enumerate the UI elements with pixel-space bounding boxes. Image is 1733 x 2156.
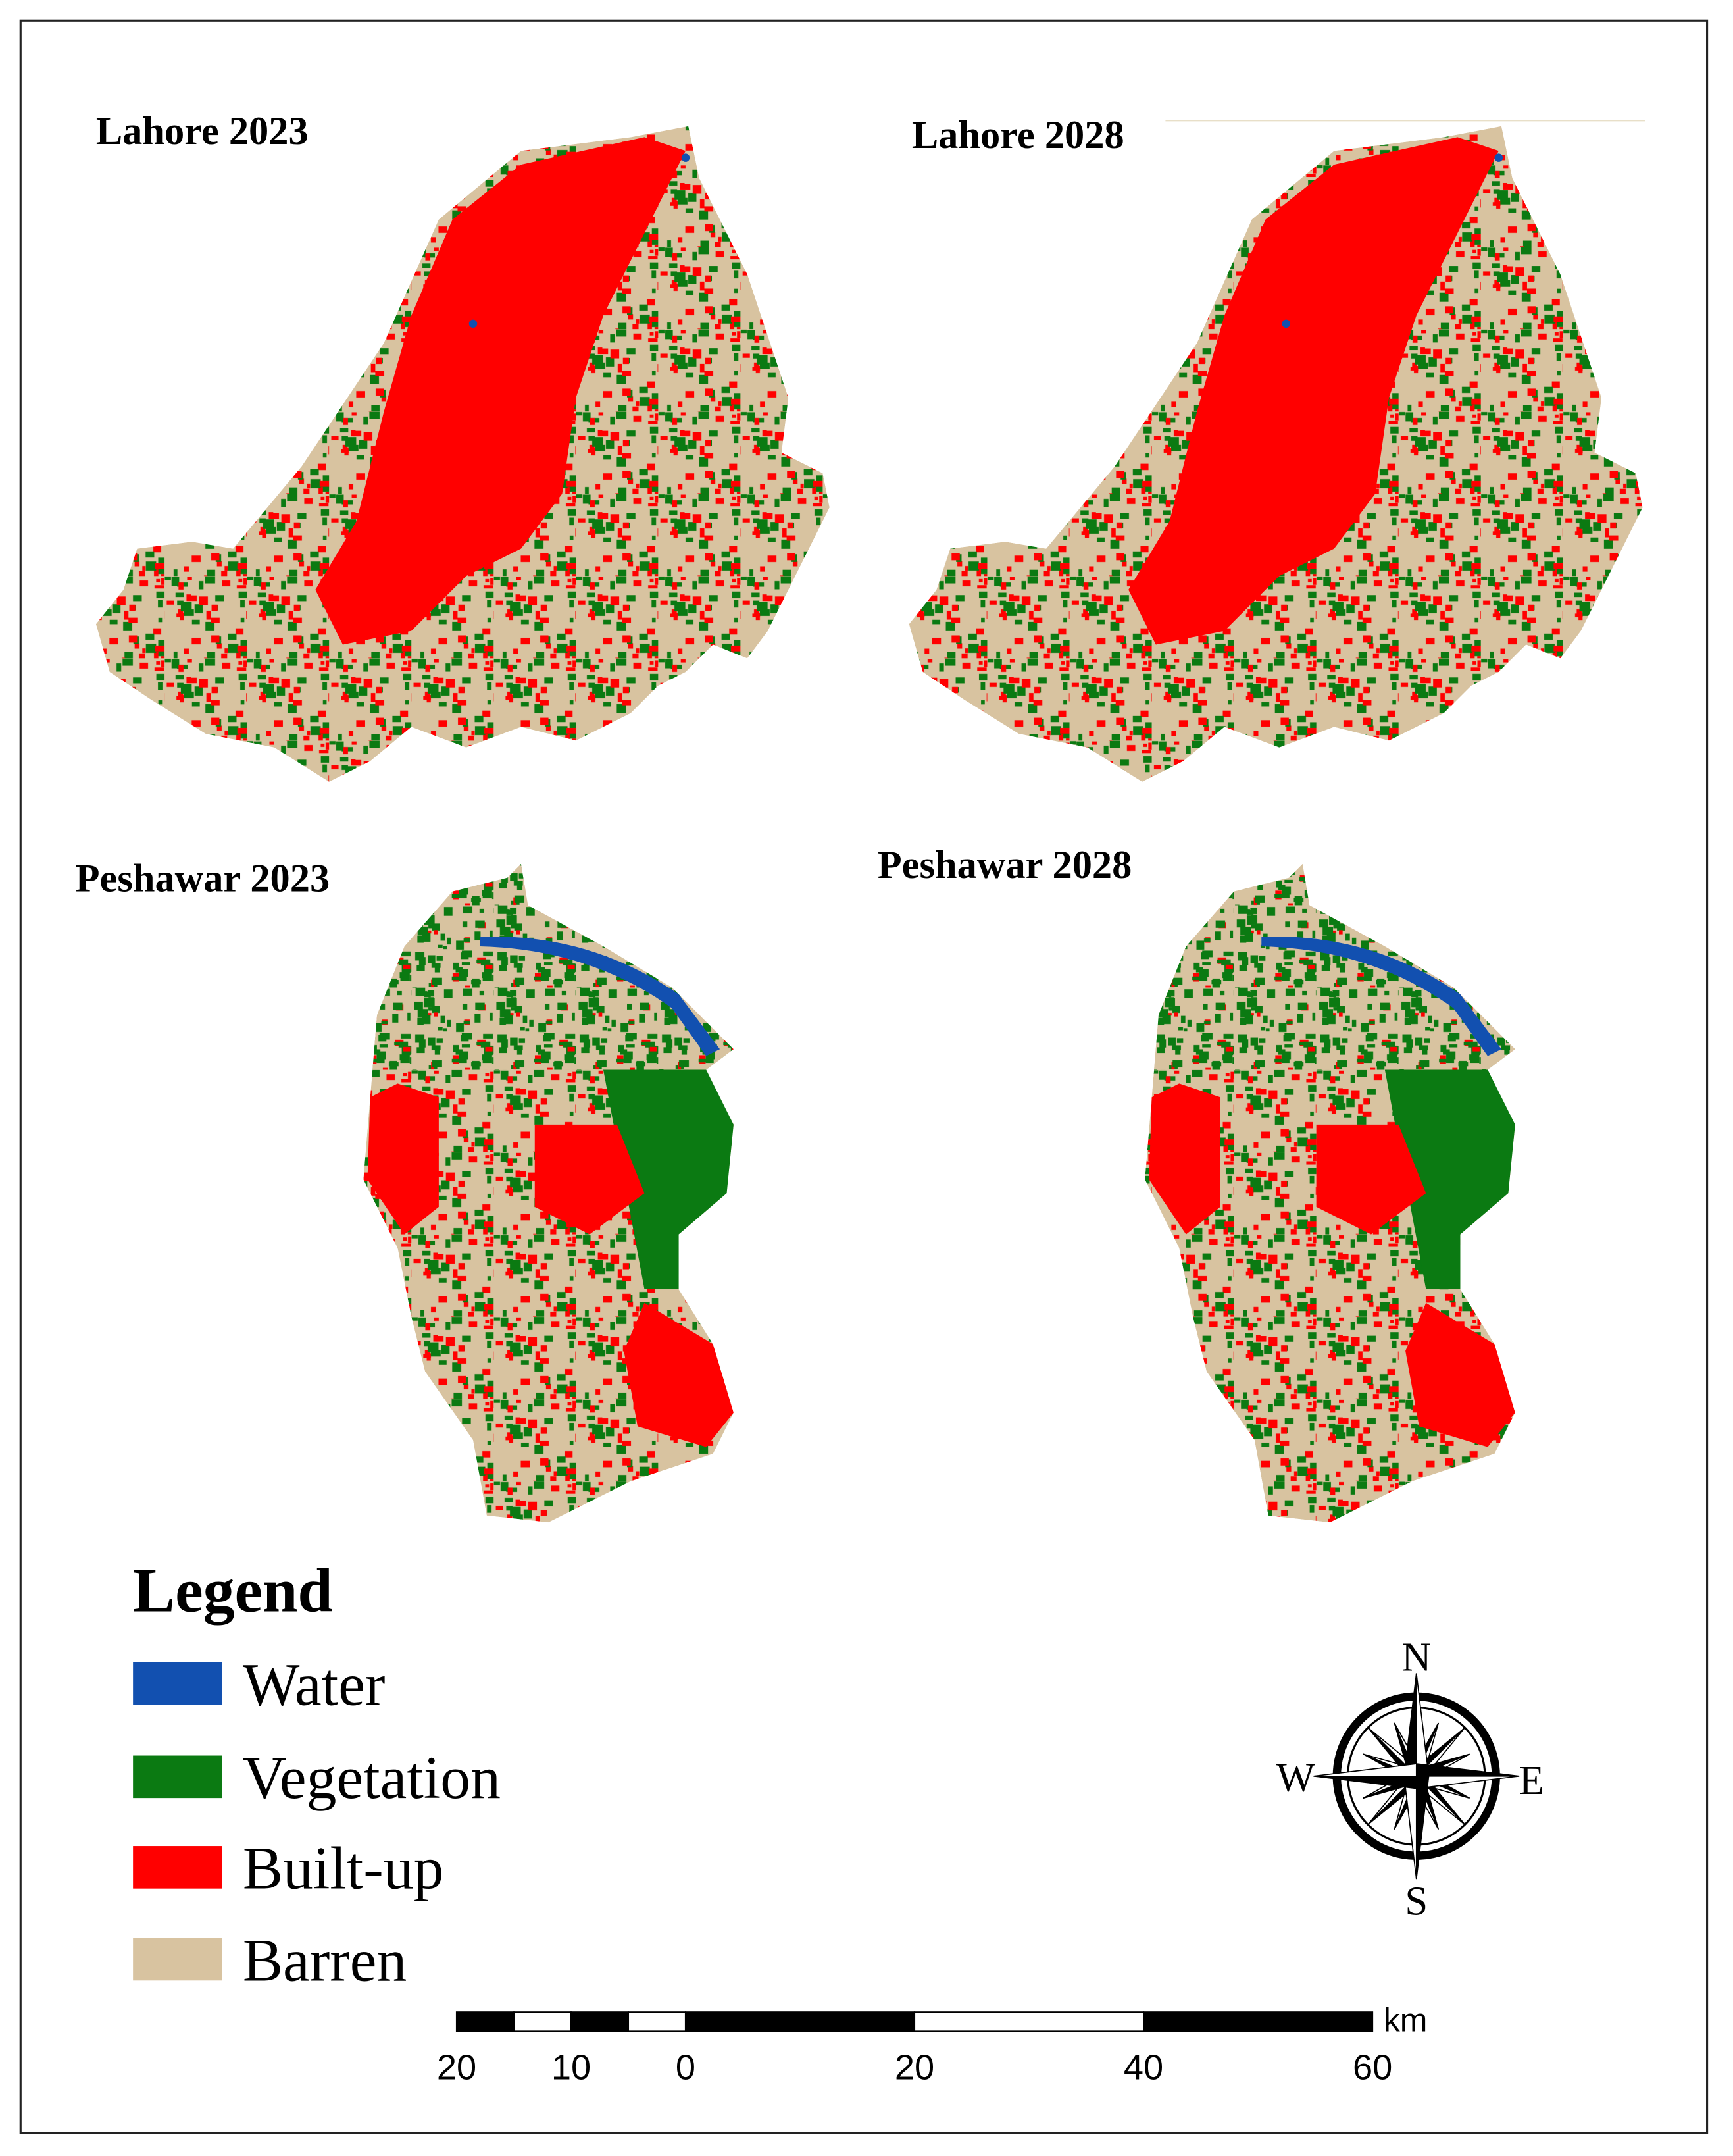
compass-label: N [1401,1633,1431,1680]
compass-label: S [1405,1878,1428,1924]
built-up-zone [1316,1124,1426,1235]
compass-point [1415,1673,1430,1777]
scale-segment [570,2011,630,2032]
compass-point [1313,1775,1417,1789]
water-body [468,319,478,328]
scale-segment [913,2011,1145,2032]
scale-label: 40 [1124,2047,1163,2087]
compass-label: E [1519,1757,1544,1803]
built-up-zone [1405,1302,1515,1447]
built-up-core [315,137,686,645]
compass-point [1313,1763,1417,1777]
built-up-zone [624,1302,734,1447]
scale-label: 60 [1353,2047,1392,2087]
legend-swatch [133,1938,222,1981]
scale-segment [455,2011,515,2032]
compass-point [1415,1763,1520,1777]
map-title: Peshawar 2023 [76,857,330,901]
scale-label: 20 [437,2047,476,2087]
legend-label: Barren [243,1926,407,1993]
scale-segment [627,2011,687,2032]
legend-swatch [133,1846,222,1889]
frame [19,19,1709,2134]
compass-point [1403,1673,1417,1777]
water-body [681,153,690,162]
map-title: Lahore 2023 [96,109,309,153]
scale-segment [684,2011,916,2032]
lahore-map [95,126,830,782]
map-title: Peshawar 2028 [878,843,1132,887]
compass-point [1415,1775,1430,1880]
river [1261,936,1501,1056]
legend-swatch [133,1755,222,1799]
lahore-map [909,126,1643,782]
scale-label: 0 [676,2047,695,2087]
scale-label: 20 [895,2047,934,2087]
compass-point [1415,1775,1520,1789]
built-up-zone [534,1124,645,1235]
river [480,936,720,1056]
built-up-zone [367,1083,439,1235]
legend-title: Legend [133,1556,333,1626]
scale-label: 10 [551,2047,591,2087]
legend-label: Built-up [243,1835,444,1902]
built-up-zone [1149,1083,1220,1235]
legend-label: Vegetation [243,1744,501,1811]
map-title: Lahore 2028 [912,113,1124,157]
peshawar-map [1145,863,1515,1523]
scale-segment [513,2011,572,2032]
scale-segment [1143,2011,1374,2032]
compass-label: W [1276,1755,1315,1801]
built-up-core [1128,137,1499,645]
legend-swatch [133,1662,222,1705]
peshawar-map [363,863,734,1523]
scale-unit: km [1384,2001,1428,2038]
water-body [1494,153,1503,162]
compass-point [1403,1775,1417,1880]
water-body [1282,319,1291,328]
legend-label: Water [243,1651,386,1718]
figure-content: Lahore 2023 Lahore 2028 Peshawar 2023 Pe… [19,19,1709,2134]
